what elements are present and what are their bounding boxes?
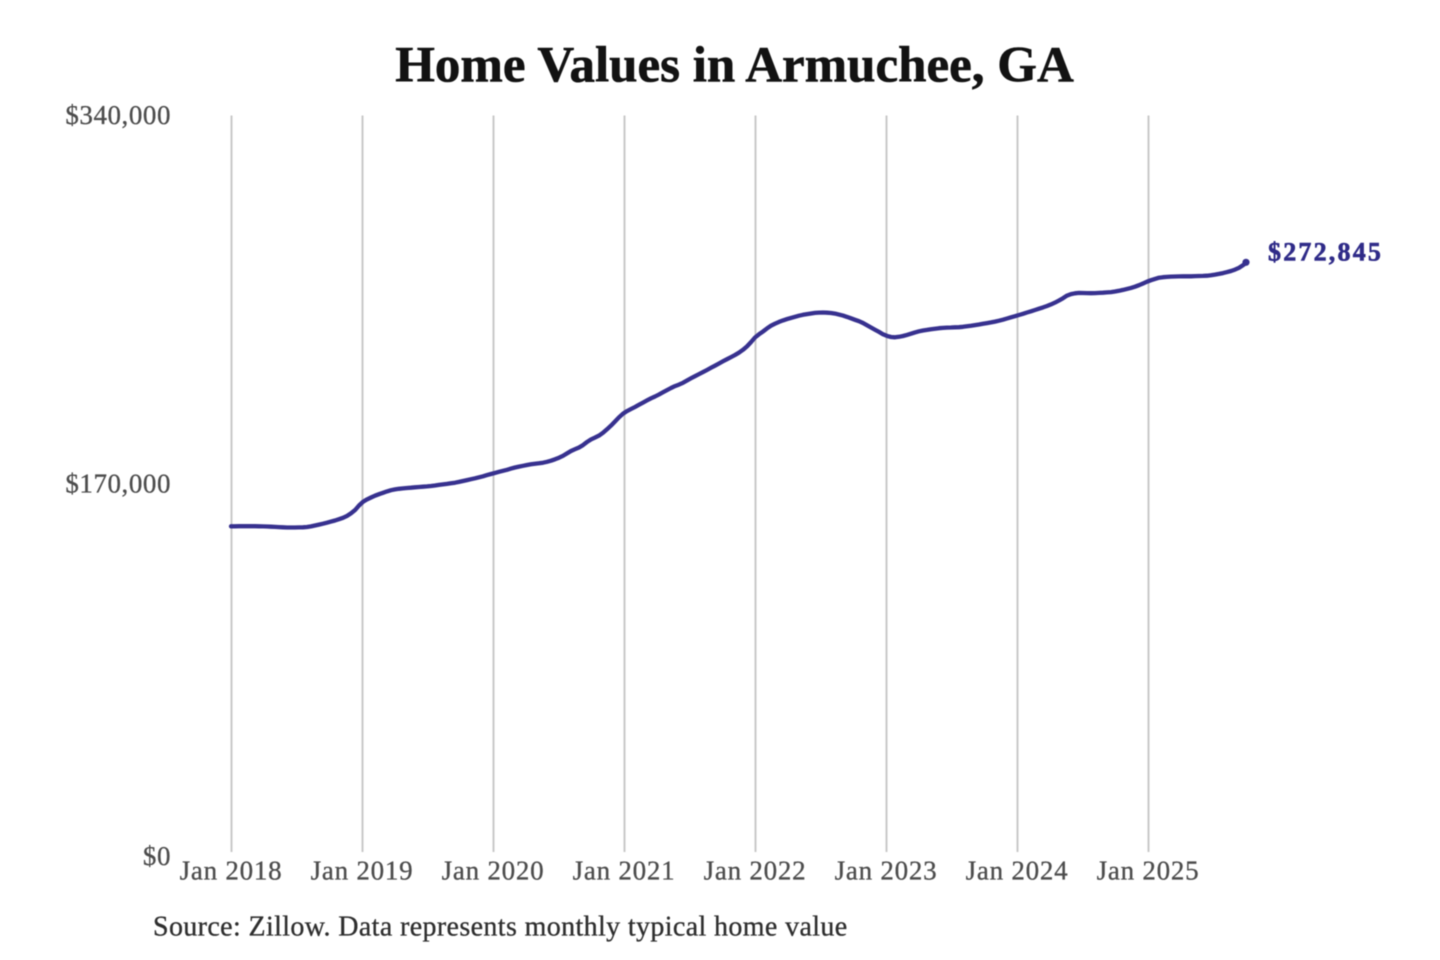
- svg-text:Source: Zillow. Data represent: Source: Zillow. Data represents monthly …: [153, 911, 848, 942]
- svg-text:$272,845: $272,845: [1268, 238, 1383, 267]
- svg-text:$340,000: $340,000: [65, 100, 171, 130]
- svg-text:$0: $0: [143, 841, 171, 871]
- svg-text:Jan 2020: Jan 2020: [442, 856, 545, 886]
- svg-text:Home Values in Armuchee, GA: Home Values in Armuchee, GA: [395, 38, 1074, 94]
- svg-text:Jan 2025: Jan 2025: [1097, 856, 1200, 886]
- svg-text:Jan 2024: Jan 2024: [966, 856, 1069, 886]
- svg-text:Jan 2021: Jan 2021: [573, 856, 676, 886]
- svg-text:Jan 2023: Jan 2023: [835, 856, 938, 886]
- svg-text:Jan 2019: Jan 2019: [311, 856, 414, 886]
- svg-text:Jan 2018: Jan 2018: [180, 856, 283, 886]
- svg-text:Jan 2022: Jan 2022: [704, 856, 807, 886]
- svg-text:$170,000: $170,000: [65, 469, 171, 499]
